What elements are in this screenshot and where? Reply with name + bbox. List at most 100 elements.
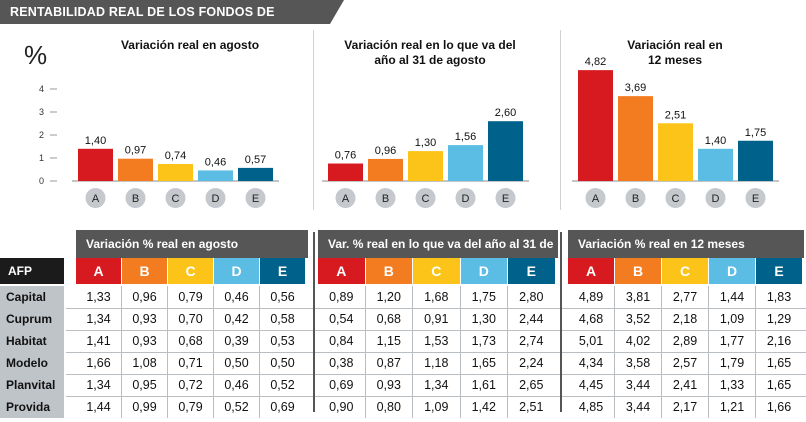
table-cell: 5,01: [578, 334, 604, 348]
category-label: C: [672, 193, 680, 205]
table-cell: 1,75: [471, 290, 496, 304]
table-cell: 0,72: [178, 378, 203, 392]
category-circle: [585, 188, 606, 208]
table-cell: 1,29: [766, 312, 792, 326]
table-cell: 4,34: [578, 356, 604, 370]
column-divider: [259, 286, 260, 418]
table-cell: 1,33: [719, 378, 745, 392]
category-label: A: [342, 193, 350, 205]
table-cell: 4,68: [578, 312, 604, 326]
fund-header-B: B: [122, 258, 167, 284]
group-separator: [560, 232, 562, 412]
table-cell: 1,44: [719, 290, 745, 304]
category-circle: [455, 188, 476, 208]
table-cell: 1,53: [424, 334, 449, 348]
y-tick-label: 3: [39, 107, 44, 117]
table-cell: 0,53: [270, 334, 295, 348]
bar-E: [738, 140, 773, 181]
table-cell: 1,83: [766, 290, 792, 304]
table-cell: 1,09: [719, 312, 745, 326]
bar-charts: 0 1 2 3 4 1,40 A 0,97 B 0,74 C 0,46 D 0,57 E 0,76 A 0,96 B…: [39, 56, 779, 208]
table-cell: 1,68: [424, 290, 449, 304]
column-divider: [213, 286, 214, 418]
afp-name: Planvital: [0, 374, 64, 396]
category-label: D: [712, 193, 720, 205]
table-cell: 0,42: [224, 312, 249, 326]
table-cell: 1,79: [719, 356, 745, 370]
category-label: C: [172, 193, 180, 205]
table-cell: 3,52: [625, 312, 651, 326]
table-cell: 0,58: [270, 312, 295, 326]
category-circle: [205, 188, 226, 208]
column-divider: [614, 286, 615, 418]
table-row: Modelo 1,66 1,08 0,71 0,50 0,50 0,38 0,87 1,18 1,…: [0, 352, 806, 374]
table-cell: 0,50: [224, 356, 249, 370]
category-label: D: [212, 193, 220, 205]
bar-value-label: 1,75: [745, 127, 766, 139]
bar-A: [328, 163, 363, 181]
fund-header-E: E: [756, 258, 802, 284]
table-cell: 4,89: [578, 290, 604, 304]
table-cell: 1,20: [376, 290, 401, 304]
table-cell: 0,79: [178, 400, 203, 414]
table-cell: 1,41: [86, 334, 111, 348]
category-label: E: [252, 193, 259, 205]
category-label: B: [132, 193, 139, 205]
bar-E: [488, 121, 523, 181]
bar-C: [158, 163, 193, 181]
table-cell: 0,96: [132, 290, 157, 304]
category-circle: [495, 188, 516, 208]
table-cell: 2,41: [672, 378, 698, 392]
table-cell: 0,52: [270, 378, 295, 392]
banner-background: [0, 0, 344, 24]
y-tick-label: 1: [39, 153, 44, 163]
bar-value-label: 3,69: [625, 82, 646, 94]
bar-A: [78, 148, 113, 181]
column-divider: [708, 286, 709, 418]
category-circle: [165, 188, 186, 208]
bar-D: [198, 170, 233, 181]
table-cell: 0,70: [178, 312, 203, 326]
table-cell: 0,99: [132, 400, 157, 414]
fund-header-C: C: [413, 258, 460, 284]
table-cell: 0,71: [178, 356, 203, 370]
group-header: Var. % real en lo que va del año al 31 d…: [318, 230, 558, 279]
table-cell: 2,18: [672, 312, 698, 326]
table-cell: 0,69: [270, 400, 295, 414]
table-cell: 0,68: [178, 334, 203, 348]
table-cell: 1,61: [471, 378, 496, 392]
fund-header-A: A: [568, 258, 614, 284]
category-circle: [375, 188, 396, 208]
column-divider: [121, 286, 122, 418]
table-cell: 1,34: [86, 312, 111, 326]
table-cell: 2,89: [672, 334, 698, 348]
fund-header-D: D: [460, 258, 507, 284]
table-cell: 1,34: [86, 378, 111, 392]
table-cell: 0,52: [224, 400, 249, 414]
table-cell: 1,09: [424, 400, 449, 414]
table-cell: 0,90: [329, 400, 354, 414]
column-divider: [412, 286, 413, 418]
table-cell: 0,95: [132, 378, 157, 392]
afp-name: Modelo: [0, 352, 64, 374]
bar-value-label: 0,97: [125, 145, 146, 157]
y-tick-label: 2: [39, 130, 44, 140]
category-circle: [625, 188, 646, 208]
table-cell: 0,84: [329, 334, 354, 348]
bar-C: [658, 123, 693, 181]
row-divider: [66, 352, 806, 353]
category-circle: [245, 188, 266, 208]
bar-value-label: 1,56: [455, 131, 476, 143]
chart-3-title: Variación real en 12 meses: [627, 38, 723, 67]
table-cell: 0,38: [329, 356, 354, 370]
bar-E: [238, 167, 273, 181]
column-divider: [755, 286, 756, 418]
bar-value-label: 2,51: [665, 109, 686, 121]
row-divider: [66, 396, 806, 397]
table-cell: 4,02: [625, 334, 651, 348]
table-cell: 1,65: [766, 356, 792, 370]
table-cell: 1,34: [424, 378, 449, 392]
table-cell: 1,66: [86, 356, 111, 370]
table-cell: 2,74: [519, 334, 544, 348]
bar-value-label: 0,74: [165, 150, 186, 162]
